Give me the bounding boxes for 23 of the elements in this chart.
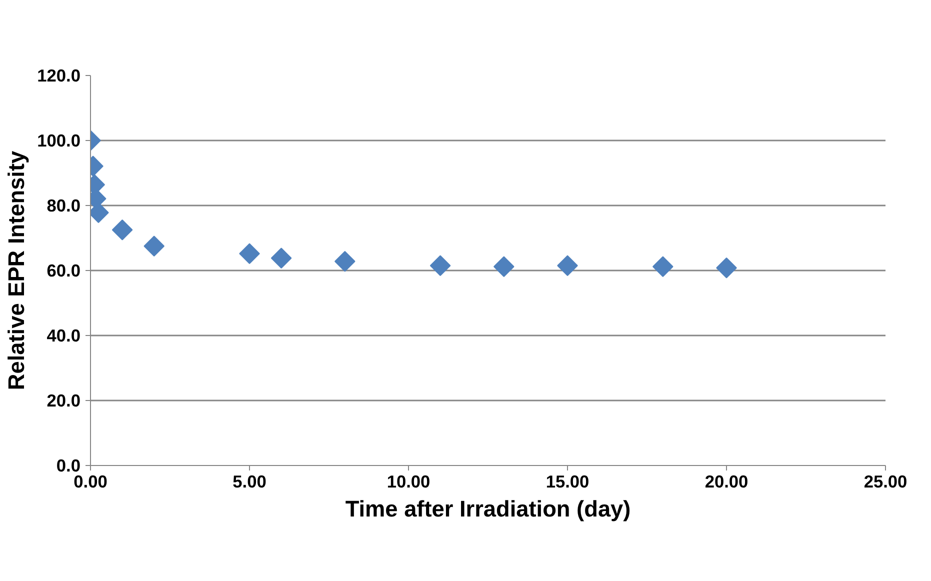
point <box>270 248 292 269</box>
y-tick-label: 80.0 <box>46 196 81 216</box>
x-tick-label: 5.00 <box>232 472 266 492</box>
point <box>239 243 260 264</box>
point <box>430 255 451 276</box>
x-axis-title: Time after Irradiation (day) <box>345 496 631 522</box>
y-tick-label: 40.0 <box>46 326 81 346</box>
y-axis-title: Relative EPR Intensity <box>3 150 30 390</box>
y-tick-label: 120.0 <box>37 66 81 86</box>
x-tick-label: 20.00 <box>704 472 748 492</box>
y-tick-label: 20.0 <box>46 390 81 410</box>
point <box>334 251 356 272</box>
point <box>112 219 133 240</box>
point <box>652 256 674 277</box>
x-tick-label: 25.00 <box>864 472 908 492</box>
point <box>494 256 514 277</box>
y-tick-label: 100.0 <box>37 130 81 150</box>
x-tick-label: 10.00 <box>386 472 430 492</box>
x-tick-label: 15.00 <box>546 472 590 492</box>
point <box>144 236 164 257</box>
point <box>716 258 737 278</box>
y-tick-label: 60.0 <box>46 260 81 280</box>
point <box>557 255 578 276</box>
